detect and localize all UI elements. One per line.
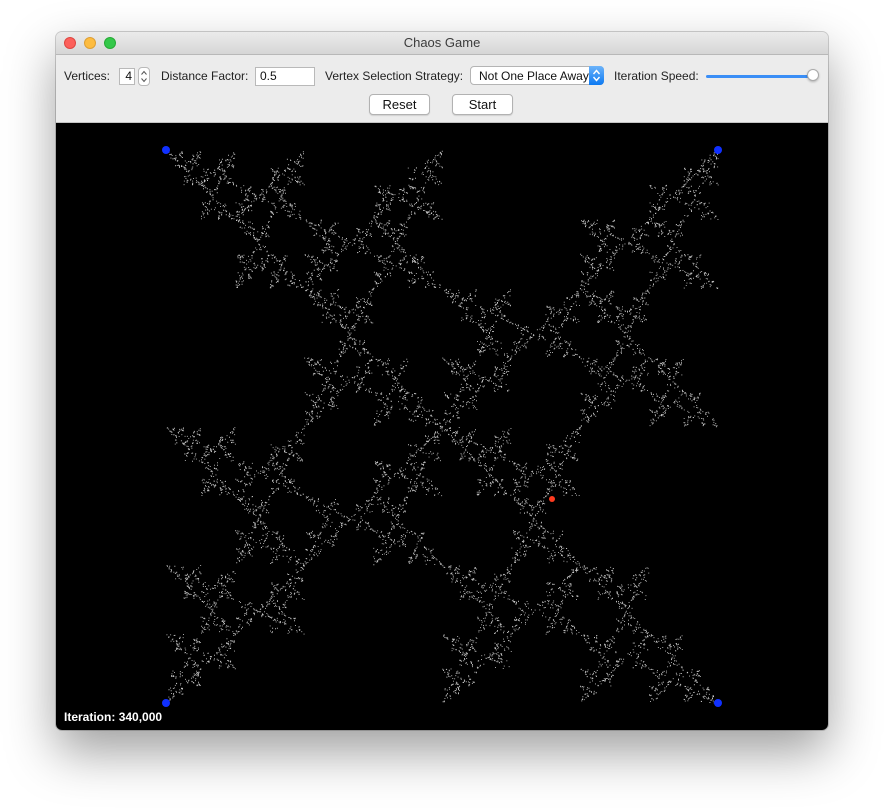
vertex-point bbox=[162, 699, 170, 707]
stepper-down-icon[interactable] bbox=[141, 77, 147, 83]
iteration-label: Iteration: bbox=[64, 710, 116, 724]
vertices-stepper[interactable] bbox=[138, 67, 150, 86]
select-arrows-icon[interactable] bbox=[589, 66, 604, 85]
current-point bbox=[549, 496, 555, 502]
distance-factor-field[interactable]: 0.5 bbox=[255, 67, 315, 86]
iteration-speed-label: Iteration Speed: bbox=[614, 69, 699, 83]
toolbar: Vertices: 4 Distance Factor: 0.5 Vertex … bbox=[56, 55, 828, 123]
iteration-value: 340,000 bbox=[118, 710, 163, 724]
strategy-selected-value: Not One Place Away bbox=[479, 69, 589, 83]
maximize-icon[interactable] bbox=[104, 37, 116, 49]
distance-factor-label: Distance Factor: bbox=[161, 69, 249, 83]
vertex-point bbox=[162, 146, 170, 154]
stepper-up-icon[interactable] bbox=[141, 70, 147, 76]
minimize-icon[interactable] bbox=[84, 37, 96, 49]
chaos-game-canvas[interactable]: Iteration: 340,000 bbox=[56, 123, 828, 730]
vertex-point bbox=[714, 699, 722, 707]
slider-thumb[interactable] bbox=[807, 69, 819, 81]
vertices-field[interactable]: 4 bbox=[119, 68, 135, 85]
fractal-pattern bbox=[166, 150, 719, 704]
title-bar[interactable]: Chaos Game bbox=[56, 32, 828, 55]
fractal-points bbox=[166, 150, 719, 704]
strategy-select[interactable]: Not One Place Away bbox=[470, 66, 604, 85]
fractal-drawing bbox=[162, 146, 722, 707]
close-icon[interactable] bbox=[64, 37, 76, 49]
reset-button[interactable]: Reset bbox=[369, 94, 430, 115]
iteration-counter: Iteration: 340,000 bbox=[64, 710, 162, 724]
start-button[interactable]: Start bbox=[452, 94, 513, 115]
app-window: Chaos Game Vertices: 4 Distance Factor: … bbox=[56, 32, 828, 730]
vertices-label: Vertices: bbox=[64, 69, 111, 83]
vertex-point bbox=[714, 146, 722, 154]
strategy-label: Vertex Selection Strategy: bbox=[325, 69, 464, 83]
window-title: Chaos Game bbox=[403, 35, 481, 50]
iteration-speed-slider[interactable] bbox=[706, 75, 814, 78]
